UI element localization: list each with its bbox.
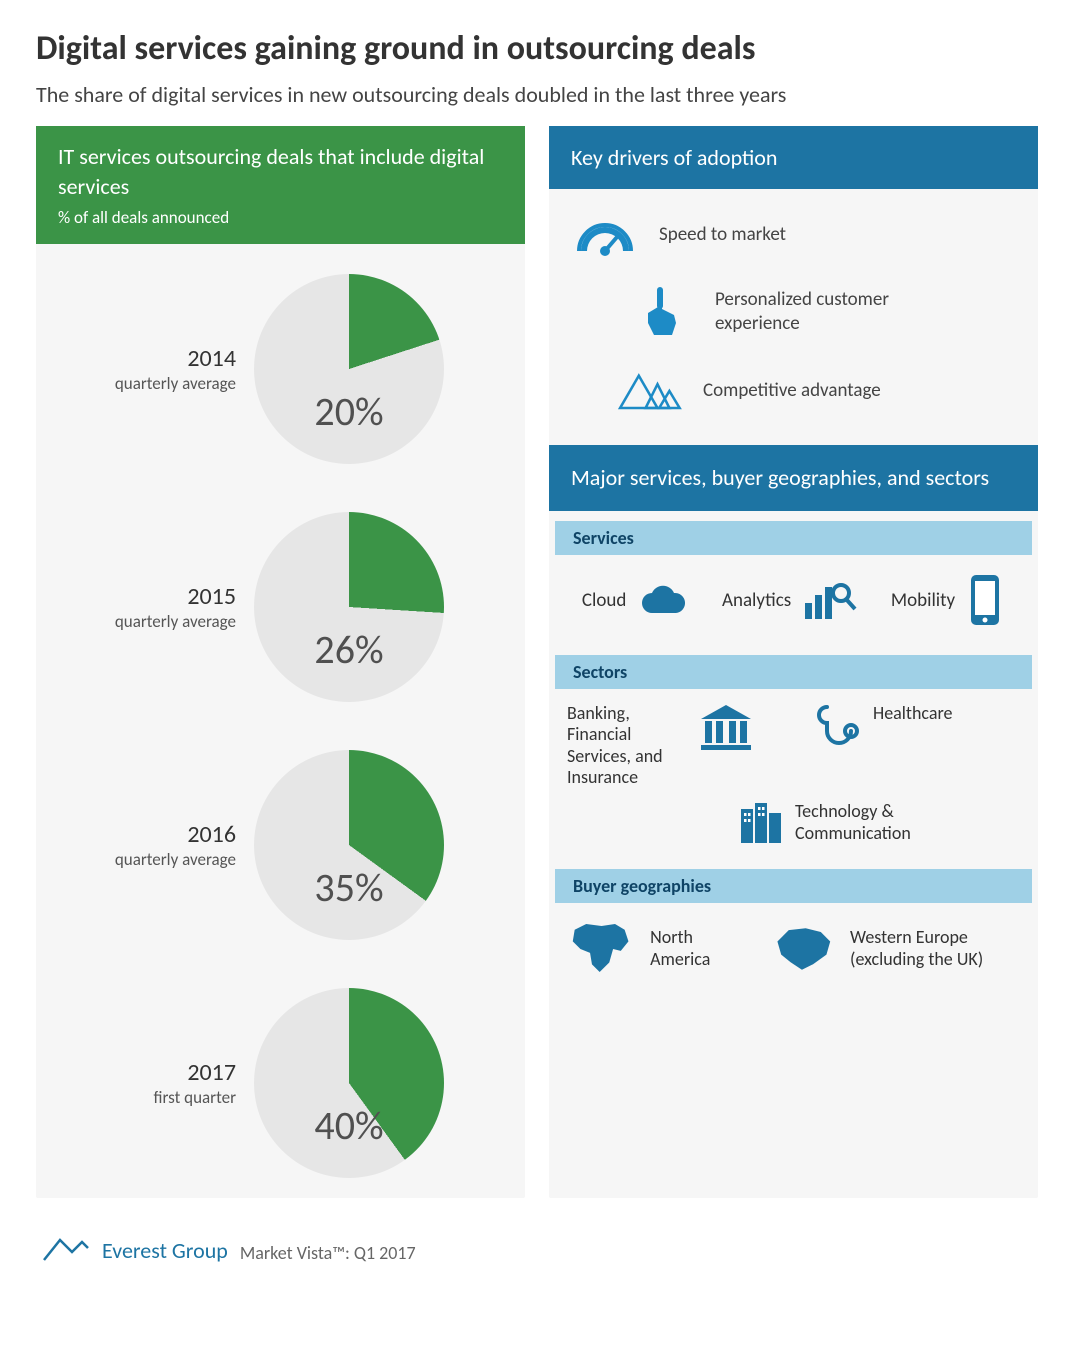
- services-subhead: Services: [555, 521, 1032, 555]
- triangles-icon: [615, 367, 683, 415]
- europe-icon: [768, 921, 836, 977]
- columns: IT services outsourcing deals that inclu…: [36, 126, 1038, 1198]
- sectors-subhead: Sectors: [555, 655, 1032, 689]
- driver-label: Competitive advantage: [703, 379, 881, 403]
- left-header-line1: IT services outsourcing deals that inclu…: [58, 142, 503, 201]
- pie-percent: 26%: [314, 625, 383, 674]
- geos-row: North America Western Europe (excluding …: [549, 903, 1038, 999]
- geo-label: Western Europe (excluding the UK): [850, 927, 1020, 970]
- footer-sub: Market Vista™: Q1 2017: [240, 1242, 416, 1264]
- sector-item: Healthcare: [815, 703, 1015, 789]
- pie-chart: 35%: [254, 750, 444, 940]
- left-header-line2: % of all deals announced: [58, 207, 503, 228]
- sector-item: Technology & Communication: [567, 801, 1020, 845]
- sector-label: Healthcare: [873, 703, 953, 725]
- page-title: Digital services gaining ground in outso…: [36, 28, 1038, 69]
- major-header: Major services, buyer geographies, and s…: [549, 445, 1038, 511]
- buildings-icon: [737, 801, 783, 845]
- footer: Everest Group Market Vista™: Q1 2017: [36, 1234, 1038, 1264]
- pie-year: 2017: [56, 1058, 236, 1087]
- service-label: Analytics: [722, 589, 791, 612]
- gauge-icon: [571, 213, 639, 257]
- analytics-icon: [801, 579, 857, 623]
- left-panel: IT services outsourcing deals that inclu…: [36, 126, 525, 1198]
- driver-item: Competitive advantage: [571, 367, 1016, 415]
- pie-year: 2015: [56, 582, 236, 611]
- pie-percent: 20%: [314, 387, 383, 436]
- sector-label: Technology & Communication: [795, 801, 955, 844]
- pie-percent: 35%: [314, 863, 383, 912]
- geo-label: North America: [650, 927, 740, 970]
- driver-label: Speed to market: [659, 223, 786, 247]
- service-item: Analytics: [722, 579, 857, 623]
- page-subtitle: The share of digital services in new out…: [36, 81, 1038, 108]
- service-label: Mobility: [891, 589, 955, 612]
- right-panel: Key drivers of adoption Speed to market: [549, 126, 1038, 1198]
- pie-label: 2014quarterly average: [56, 344, 236, 394]
- sector-item: Banking, Financial Services, and Insuran…: [567, 703, 787, 789]
- mobile-icon: [965, 573, 1005, 629]
- everest-logo-icon: [42, 1234, 90, 1264]
- north-america-icon: [567, 919, 636, 979]
- pie-sub: first quarter: [56, 1087, 236, 1108]
- drivers-list: Speed to market Personalized customer ex…: [549, 189, 1038, 445]
- service-item: Mobility: [891, 573, 1005, 629]
- service-item: Cloud: [582, 583, 688, 619]
- sector-label: Banking, Financial Services, and Insuran…: [567, 703, 687, 789]
- services-row: Cloud Analytics Mobili: [549, 555, 1038, 655]
- pie-year: 2014: [56, 344, 236, 373]
- drivers-header: Key drivers of adoption: [549, 126, 1038, 189]
- pie-row: 2017first quarter 40%: [56, 988, 505, 1178]
- pie-sub: quarterly average: [56, 373, 236, 394]
- pie-year: 2016: [56, 820, 236, 849]
- bank-icon: [699, 703, 753, 751]
- service-label: Cloud: [582, 589, 626, 612]
- geos-subhead: Buyer geographies: [555, 869, 1032, 903]
- left-header: IT services outsourcing deals that inclu…: [36, 126, 525, 244]
- geo-item: Western Europe (excluding the UK): [768, 921, 1020, 977]
- driver-item: Speed to market: [571, 213, 1016, 257]
- hand-icon: [627, 285, 695, 339]
- driver-item: Personalized customer experience: [571, 285, 1016, 339]
- footer-brand: Everest Group: [102, 1237, 228, 1264]
- pie-percent: 40%: [314, 1101, 383, 1150]
- cloud-icon: [636, 583, 688, 619]
- pie-chart: 40%: [254, 988, 444, 1178]
- pie-row: 2016quarterly average 35%: [56, 750, 505, 940]
- infographic-container: Digital services gaining ground in outso…: [0, 0, 1074, 1284]
- pie-row: 2015quarterly average 26%: [56, 512, 505, 702]
- pie-sub: quarterly average: [56, 849, 236, 870]
- pie-label: 2016quarterly average: [56, 820, 236, 870]
- pie-section: 2014quarterly average20%2015quarterly av…: [36, 244, 525, 1198]
- pie-chart: 26%: [254, 512, 444, 702]
- pie-label: 2017first quarter: [56, 1058, 236, 1108]
- driver-label: Personalized customer experience: [715, 288, 955, 336]
- sectors-grid: Banking, Financial Services, and Insuran…: [549, 689, 1038, 869]
- pie-chart: 20%: [254, 274, 444, 464]
- geo-item: North America: [567, 919, 740, 979]
- pie-sub: quarterly average: [56, 611, 236, 632]
- pie-label: 2015quarterly average: [56, 582, 236, 632]
- health-icon: [815, 703, 861, 751]
- pie-row: 2014quarterly average 20%: [56, 274, 505, 464]
